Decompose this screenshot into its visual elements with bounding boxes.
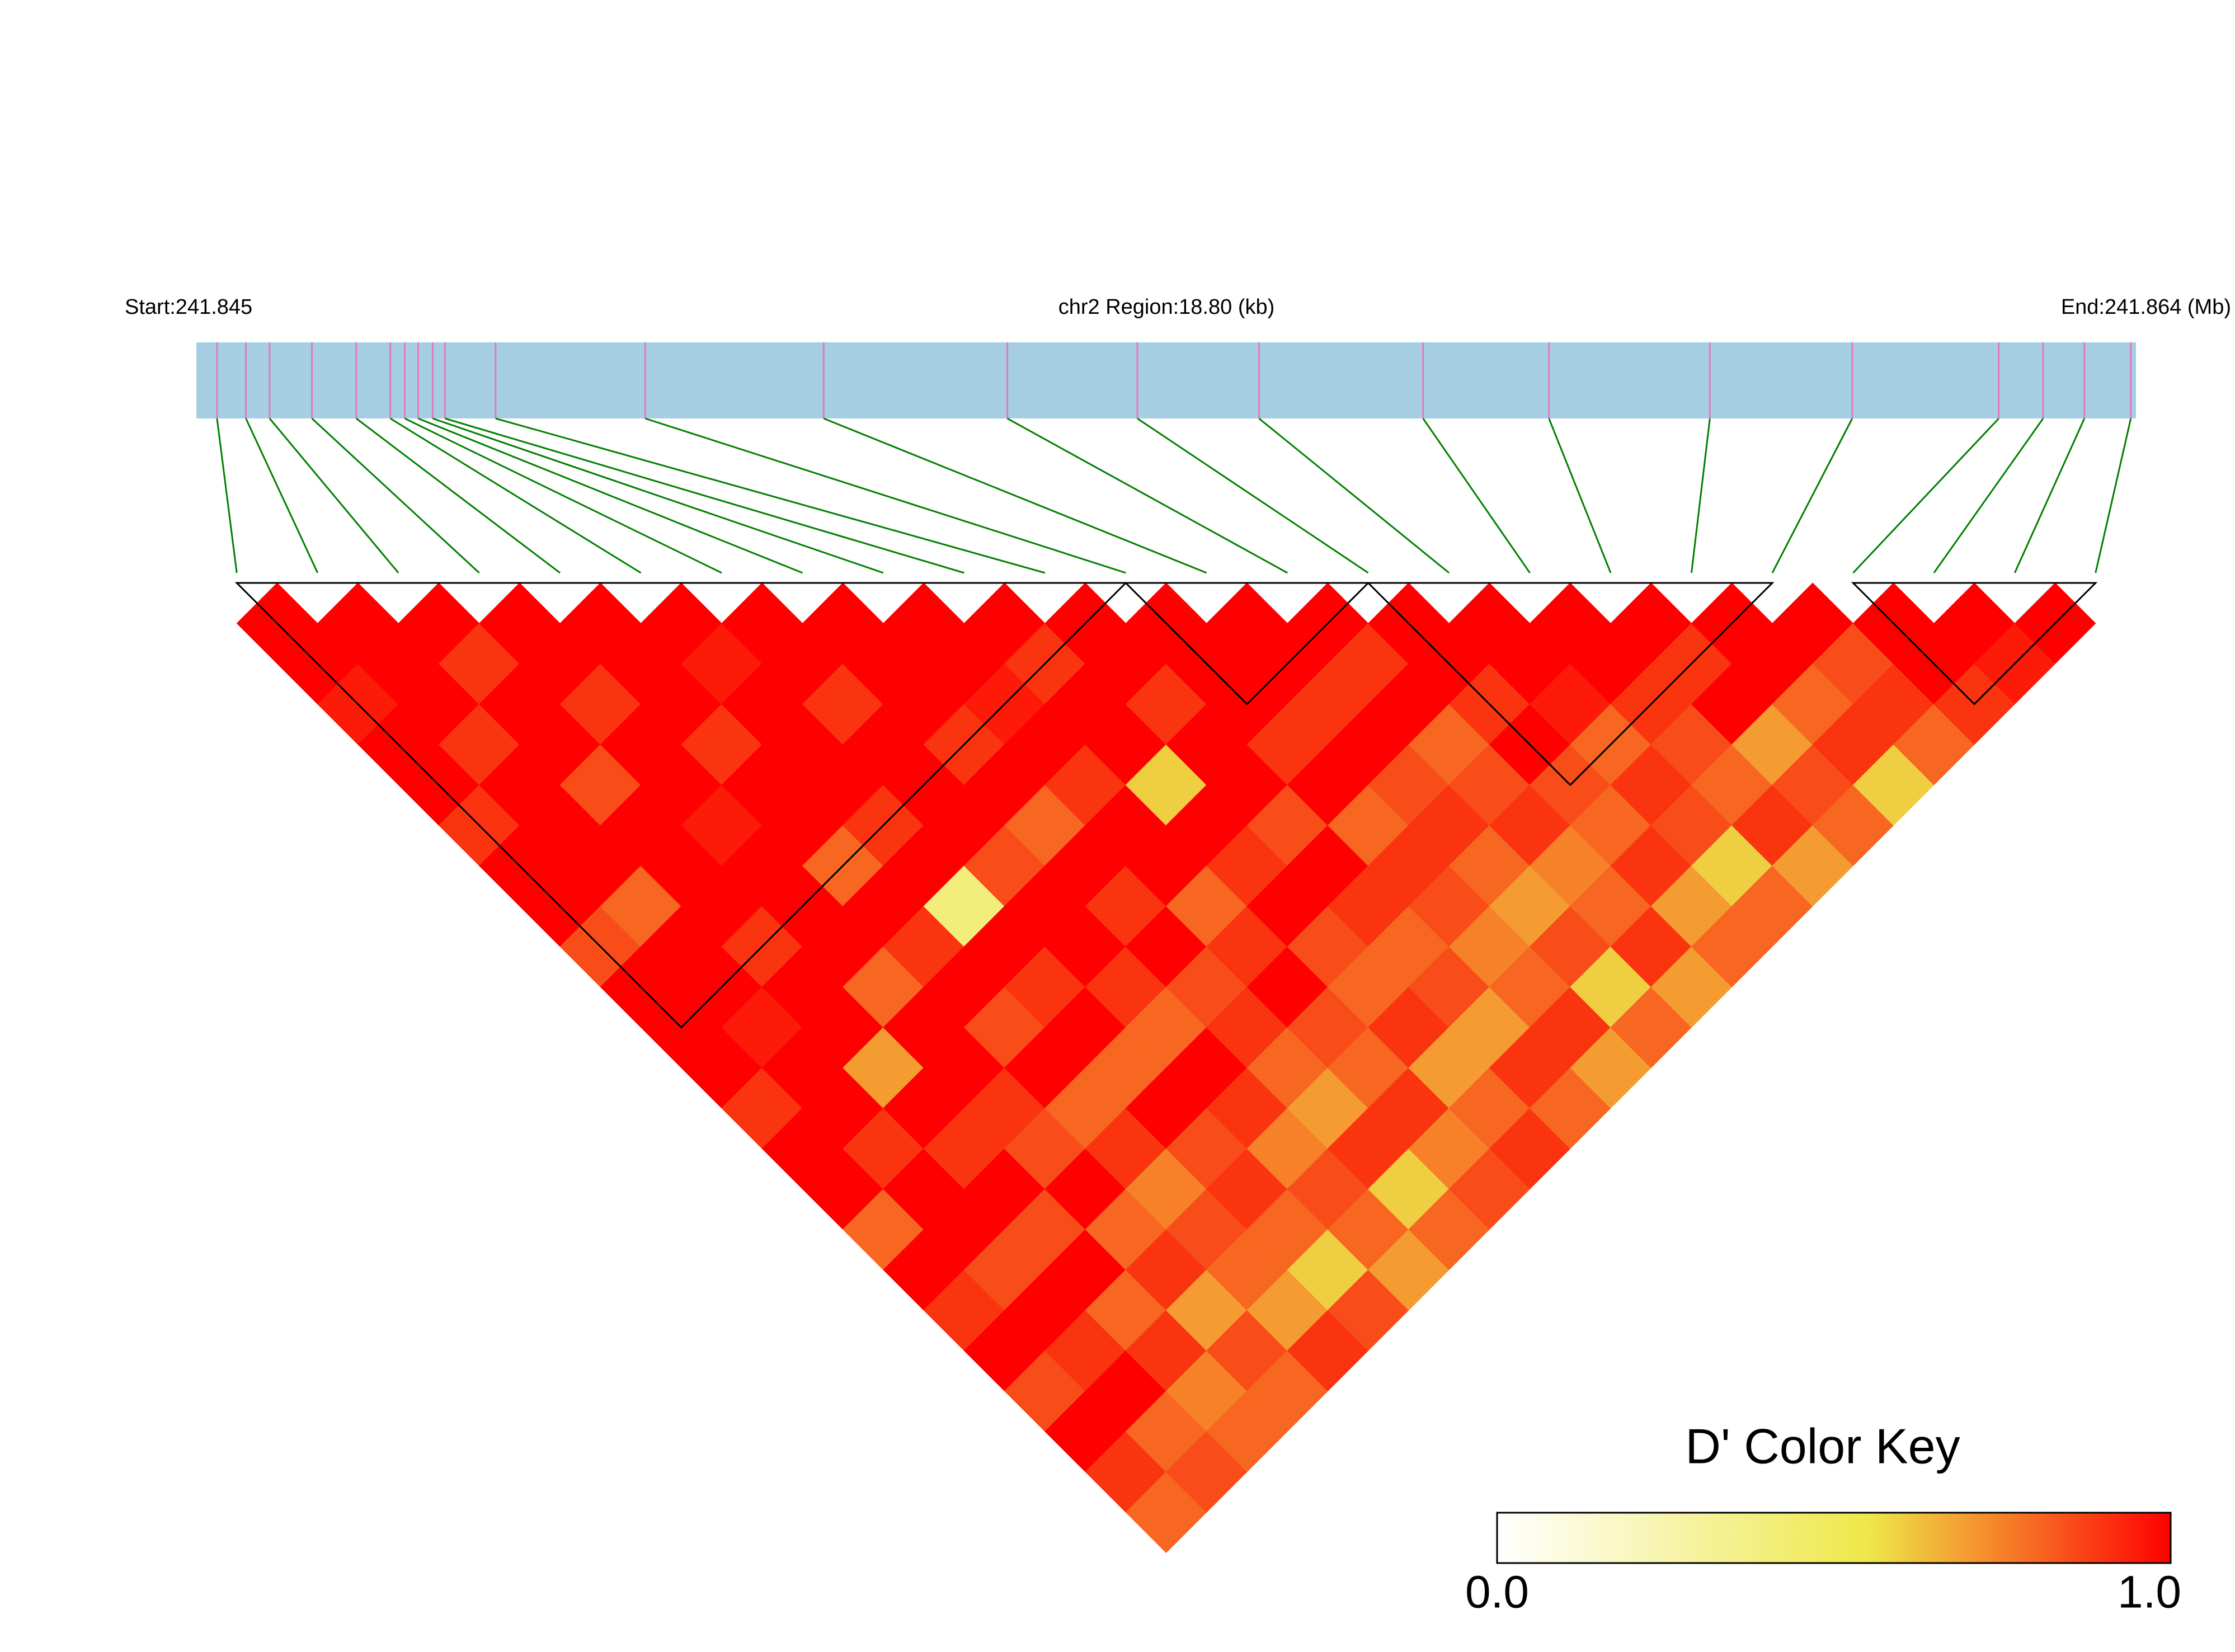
region-end: End:241.864 (Mb)	[2061, 295, 2231, 319]
region-info: chr2 Region:18.80 (kb)	[1058, 295, 1275, 319]
snp-connector	[823, 417, 1207, 574]
snp-connector	[495, 417, 1046, 574]
color-key-tick-label: 1.0	[2118, 1567, 2181, 1618]
snp-connector	[1548, 418, 1612, 573]
snp-layer	[216, 342, 2132, 574]
ld-cells	[236, 582, 2096, 1554]
ld-block	[1851, 582, 2098, 705]
snp-connector	[311, 417, 480, 574]
snp-connector	[432, 417, 884, 574]
snp-connector	[1137, 417, 1369, 574]
snp-connector	[216, 418, 238, 573]
chromosome-bar	[196, 342, 2136, 418]
snp-connector	[404, 417, 722, 574]
snp-connector	[389, 417, 642, 574]
snp-connector	[1258, 417, 1450, 574]
snp-connector	[1690, 418, 1711, 573]
snp-connector	[2013, 418, 2086, 573]
ld-block	[1366, 582, 1775, 787]
snp-connector	[417, 417, 803, 574]
ld-block	[1123, 582, 1371, 705]
color-key-title: D' Color Key	[1685, 1418, 1960, 1474]
snp-connector	[644, 417, 1126, 574]
snp-connector	[2095, 418, 2132, 573]
color-key-tick-label: 0.0	[1465, 1567, 1529, 1618]
snp-connector	[269, 418, 399, 573]
region-start: Start:241.845	[125, 295, 252, 319]
snp-connector	[1006, 417, 1288, 574]
ld-blocks	[234, 582, 2098, 1029]
snp-connector	[1852, 417, 1999, 574]
ld-block	[234, 582, 1128, 1029]
snp-connector	[1771, 418, 1853, 573]
color-key-bar	[1496, 1512, 2172, 1564]
snp-connector	[1933, 418, 2044, 573]
snp-connector	[445, 417, 964, 574]
snp-connector	[1422, 418, 1531, 573]
snp-connector	[245, 418, 319, 573]
snp-connector	[355, 417, 561, 574]
